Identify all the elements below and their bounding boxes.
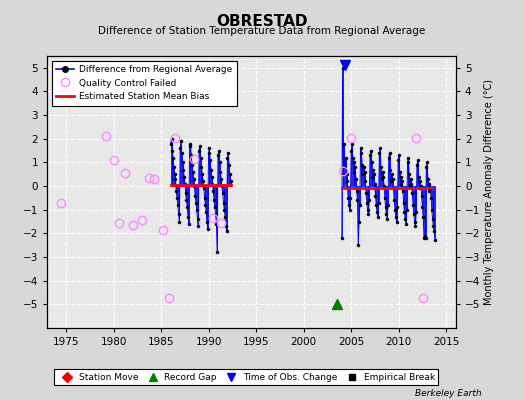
Legend: Difference from Regional Average, Quality Control Failed, Estimated Station Mean: Difference from Regional Average, Qualit…: [52, 60, 236, 106]
Legend: Station Move, Record Gap, Time of Obs. Change, Empirical Break: Station Move, Record Gap, Time of Obs. C…: [54, 369, 438, 386]
Text: Difference of Station Temperature Data from Regional Average: Difference of Station Temperature Data f…: [99, 26, 425, 36]
Y-axis label: Monthly Temperature Anomaly Difference (°C): Monthly Temperature Anomaly Difference (…: [485, 79, 495, 305]
Text: Berkeley Earth: Berkeley Earth: [416, 389, 482, 398]
Text: OBRESTAD: OBRESTAD: [216, 14, 308, 29]
